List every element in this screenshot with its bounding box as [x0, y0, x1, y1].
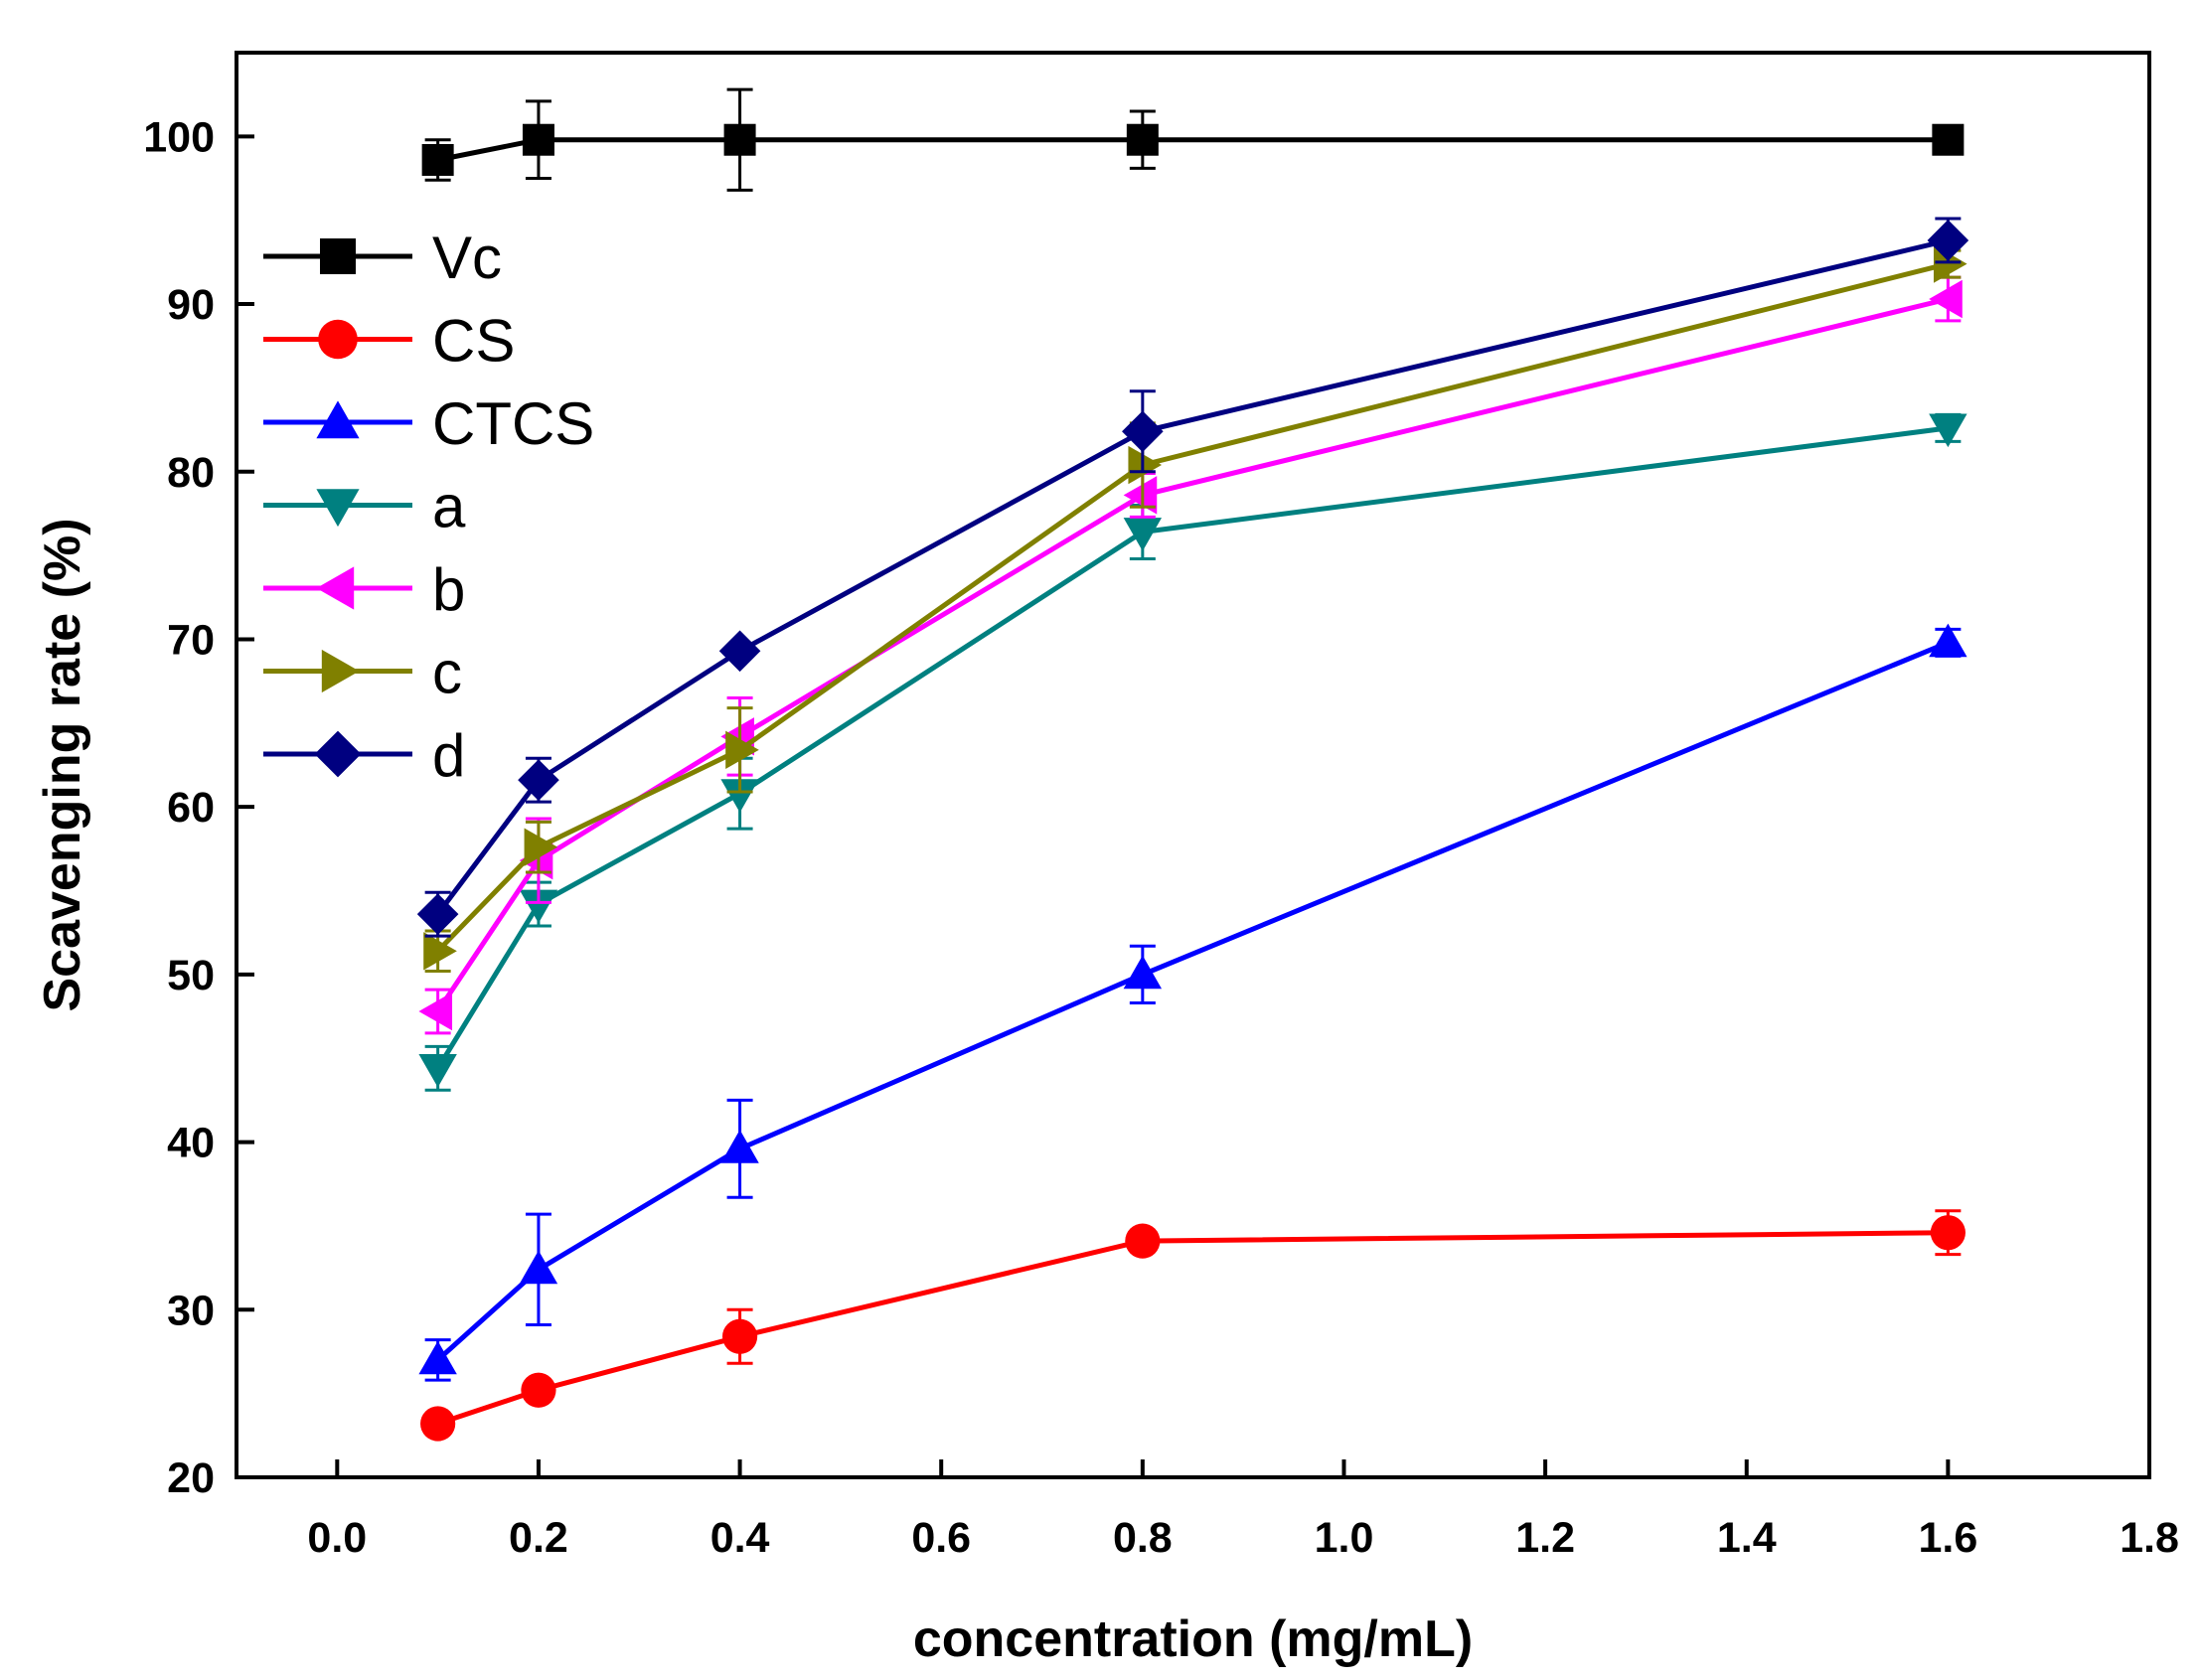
series-a [418, 412, 1967, 1092]
x-tick-label: 0.6 [911, 1514, 971, 1562]
data-point-vc [1126, 123, 1159, 156]
y-tick-label: 60 [167, 784, 215, 832]
data-point-cs [1930, 1215, 1966, 1251]
legend-item-d: d [263, 722, 465, 789]
data-point-cs [420, 1406, 456, 1442]
legend-item-c: c [263, 640, 462, 706]
y-tick-label: 90 [167, 281, 215, 329]
data-point-vc [522, 123, 554, 156]
plot-frame [235, 51, 2151, 1479]
legend-label-ctcs: CTCS [432, 390, 594, 457]
data-point-cs [721, 1318, 758, 1354]
legend-label-d: d [432, 722, 465, 789]
x-tick-label: 1.0 [1315, 1514, 1374, 1562]
data-point-ctcs [418, 1340, 457, 1375]
legend-marker-c [321, 649, 360, 693]
x-tick-label: 1.4 [1717, 1514, 1777, 1562]
data-point-a [418, 1053, 457, 1088]
x-tick-label: 1.6 [1918, 1514, 1977, 1562]
data-point-b [418, 992, 453, 1031]
series-line-ctcs [435, 640, 1950, 1362]
legend-marker-b [316, 566, 355, 610]
legend-item-a: a [263, 474, 466, 540]
data-point-ctcs [1123, 955, 1163, 990]
data-point-vc [1932, 123, 1965, 156]
legend-marker-ctcs [316, 400, 360, 439]
data-point-cs [521, 1372, 556, 1408]
y-tick-label: 50 [167, 952, 215, 999]
y-tick-label: 20 [167, 1454, 215, 1502]
series-vc [421, 87, 1965, 192]
series-line-cs [436, 1230, 1949, 1427]
data-point-b [1929, 279, 1963, 319]
data-point-vc [421, 143, 454, 176]
legend-marker-d [314, 730, 362, 778]
x-tick-label: 0.0 [307, 1514, 367, 1562]
series-line-b [435, 296, 1949, 1013]
series-b [418, 275, 1963, 1035]
legend-label-vc: Vc [432, 225, 502, 291]
data-point-d [1122, 410, 1164, 453]
data-point-a [519, 889, 558, 924]
data-point-ctcs [519, 1250, 558, 1285]
data-point-c [725, 730, 759, 770]
data-point-ctcs [1929, 623, 1967, 658]
data-point-d [1927, 220, 1969, 261]
series-ctcs [418, 623, 1967, 1382]
series-line-c [435, 261, 1950, 954]
legend-item-ctcs: CTCS [263, 390, 594, 457]
data-point-ctcs [720, 1130, 759, 1163]
y-tick-label: 30 [167, 1287, 215, 1334]
data-point-d [718, 630, 761, 673]
legend-marker-vc [320, 238, 356, 274]
x-tick-label: 1.2 [1515, 1514, 1575, 1562]
legend-item-cs: CS [263, 308, 515, 375]
data-point-a [1929, 413, 1967, 448]
ticks-layer: 0.0 0.2 0.4 0.6 0.8 1.0 1.2 1.4 1.6 1.8 20 30 40 50 60… [143, 113, 2179, 1562]
y-axis-title: Scavenging rate (%) [34, 518, 91, 1011]
legend-label-cs: CS [432, 308, 515, 375]
x-tick-label: 0.2 [509, 1514, 568, 1562]
legend-marker-a [316, 489, 360, 528]
y-tick-label: 70 [167, 616, 215, 664]
series-layer [416, 87, 1969, 1442]
y-tick-label: 80 [167, 449, 215, 497]
data-point-vc [723, 123, 756, 156]
data-point-cs [1125, 1223, 1161, 1259]
legend-marker-cs [318, 319, 358, 360]
x-tick-label: 1.8 [2120, 1514, 2179, 1562]
data-point-c [423, 932, 457, 971]
data-point-d [416, 893, 459, 935]
y-tick-label: 40 [167, 1120, 215, 1167]
x-tick-label: 0.8 [1113, 1514, 1173, 1562]
y-tick-label: 100 [143, 113, 215, 161]
data-point-c [524, 828, 558, 866]
data-point-d [518, 759, 559, 801]
data-point-c [1128, 445, 1163, 485]
series-cs [420, 1209, 1966, 1442]
series-line-vc [437, 137, 1949, 163]
series-line-d [435, 237, 1949, 916]
series-line-a [435, 425, 1949, 1070]
data-point-a [1123, 518, 1163, 551]
legend-item-vc: Vc [263, 225, 502, 291]
legend-label-a: a [432, 474, 466, 540]
legend-item-b: b [263, 556, 465, 623]
series-c [423, 244, 1967, 974]
data-point-b [1123, 476, 1158, 515]
series-d [416, 217, 1969, 938]
data-point-a [720, 779, 759, 813]
legend-label-c: c [432, 640, 462, 706]
x-tick-label: 0.4 [710, 1514, 770, 1562]
x-axis-title: concentration (mg/mL) [913, 1610, 1473, 1668]
legend-label-b: b [432, 556, 465, 623]
